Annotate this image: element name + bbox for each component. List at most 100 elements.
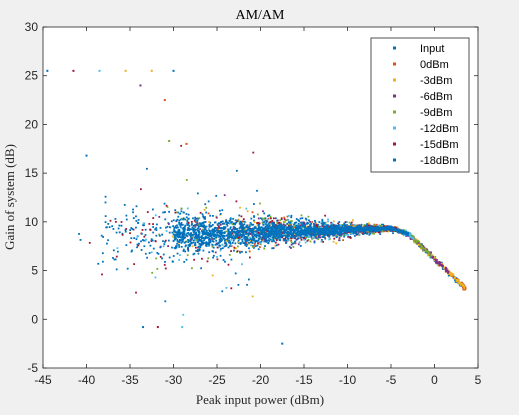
legend-entry-label: 0dBm (420, 59, 449, 71)
data-point (239, 251, 242, 254)
data-point (104, 215, 107, 218)
data-point (187, 226, 190, 229)
data-point (261, 237, 264, 240)
data-point (308, 227, 311, 230)
data-point (217, 228, 219, 231)
data-point (142, 239, 145, 242)
y-tick-label: 10 (25, 215, 39, 229)
data-point (361, 230, 364, 232)
data-point (226, 224, 229, 227)
data-point (315, 223, 318, 226)
data-point (200, 244, 203, 247)
data-point (221, 243, 224, 246)
data-point (232, 237, 235, 240)
data-point (196, 241, 199, 244)
data-point (392, 227, 394, 230)
data-point (290, 247, 292, 249)
data-point (306, 221, 309, 224)
data-point (337, 222, 340, 225)
data-point (269, 234, 271, 237)
data-point (249, 238, 252, 241)
data-point (78, 233, 80, 235)
data-point (181, 223, 184, 226)
data-point (363, 226, 365, 229)
data-point (433, 256, 436, 259)
data-point (439, 261, 441, 264)
data-point (163, 99, 166, 102)
data-point (154, 240, 157, 243)
data-point (257, 227, 259, 230)
data-point (228, 245, 231, 247)
data-point (318, 221, 321, 223)
data-point (140, 249, 143, 251)
data-point (299, 217, 302, 220)
data-point (123, 204, 126, 206)
data-point (224, 241, 226, 244)
data-point (183, 226, 186, 228)
data-point (132, 217, 135, 220)
data-point (299, 224, 302, 227)
data-point (280, 226, 283, 229)
data-point (350, 229, 353, 232)
legend-marker (393, 142, 396, 146)
data-point (338, 237, 341, 239)
data-point (231, 229, 233, 231)
data-point (300, 214, 303, 217)
data-point (340, 229, 342, 232)
data-point (234, 237, 236, 240)
data-point (186, 220, 189, 223)
data-point (234, 219, 237, 222)
data-point (328, 229, 331, 231)
data-point (204, 217, 206, 220)
data-point (332, 234, 335, 236)
data-point (166, 225, 169, 228)
data-point (251, 245, 254, 248)
data-point (245, 251, 247, 254)
data-point (343, 235, 346, 238)
data-point (158, 233, 161, 236)
data-point (293, 235, 296, 237)
data-point (178, 219, 181, 222)
data-point (451, 274, 454, 277)
data-point (129, 229, 131, 232)
data-point (305, 231, 308, 234)
data-point (246, 243, 248, 246)
data-point (218, 209, 221, 212)
data-point (223, 227, 226, 230)
data-point (269, 235, 272, 238)
data-point (253, 221, 256, 223)
data-point (425, 250, 428, 253)
data-point (273, 234, 275, 237)
data-point (131, 249, 133, 252)
data-point (193, 258, 195, 261)
data-point (200, 267, 203, 270)
data-point (289, 231, 292, 234)
data-point (266, 220, 269, 223)
data-point (283, 216, 286, 219)
data-point (172, 260, 174, 263)
data-point (241, 250, 243, 253)
data-point (222, 236, 224, 238)
data-point (280, 218, 283, 221)
data-point (207, 236, 210, 239)
data-point (187, 232, 190, 234)
data-point (212, 244, 215, 247)
data-point (174, 230, 177, 233)
data-point (347, 229, 349, 231)
data-point (377, 231, 380, 234)
data-point (452, 273, 455, 276)
data-point (388, 225, 391, 228)
data-point (115, 255, 118, 258)
data-point (207, 243, 210, 246)
data-point (239, 232, 242, 235)
data-point (115, 268, 118, 271)
data-point (263, 247, 266, 250)
data-point (232, 234, 235, 237)
data-point (266, 232, 268, 235)
data-point (300, 221, 303, 224)
data-point (315, 233, 317, 236)
data-point (164, 239, 167, 242)
data-point (238, 214, 241, 217)
data-point (322, 229, 325, 231)
data-point (461, 284, 464, 287)
